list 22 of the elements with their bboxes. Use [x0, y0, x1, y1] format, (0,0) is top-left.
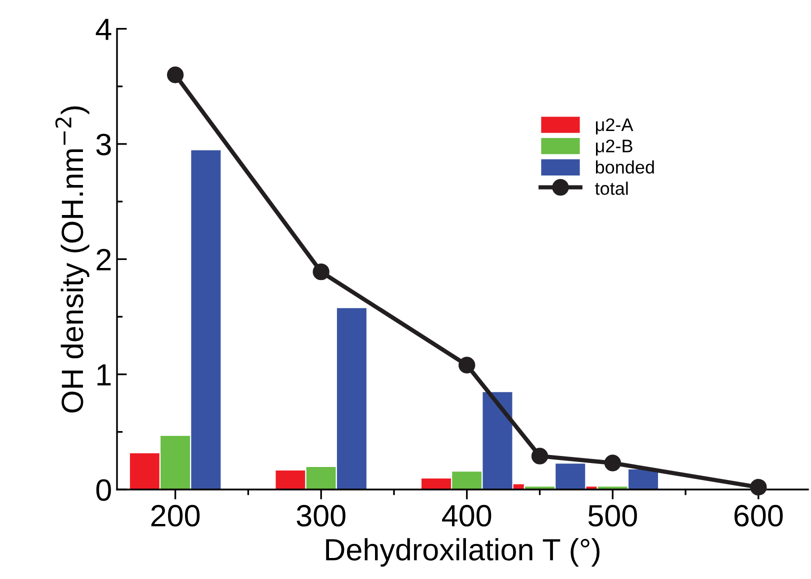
legend-label: bonded [596, 160, 654, 174]
x-tick-label: 400 [442, 504, 492, 527]
x-tick-label: 600 [734, 504, 783, 527]
point [604, 454, 621, 472]
x-tick-label: 200 [151, 504, 200, 527]
point [750, 478, 767, 496]
y-tick-label: 0 [96, 479, 111, 501]
x-tick-label: 300 [296, 504, 346, 527]
y-axis-title: OH density (OH.nm$^{−2}$) [55, 106, 90, 412]
x-axis-title: Dehydroxilation T (°) [326, 538, 600, 567]
y-tick-label: 3 [96, 134, 111, 156]
legend-label: μ2-A [596, 118, 634, 134]
y-tick-label: 1 [97, 364, 111, 386]
point [312, 263, 330, 280]
y-tick-label: 4 [96, 18, 112, 40]
point [166, 66, 184, 84]
legend-label: μ2-B [596, 140, 632, 156]
y-tick-label: 2 [96, 248, 111, 270]
point [458, 356, 476, 374]
point [531, 448, 548, 464]
legend-label: total [595, 182, 628, 195]
x-tick-label: 500 [588, 504, 637, 527]
